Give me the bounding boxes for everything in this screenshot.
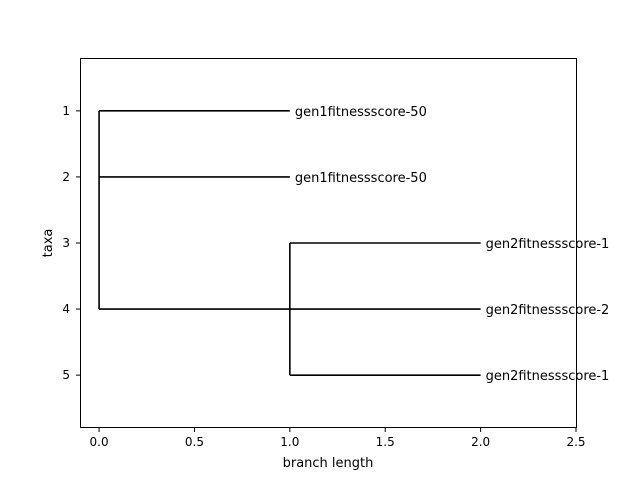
leaf-label-4: gen2fitnessscore-2 bbox=[486, 303, 610, 318]
tree-edges bbox=[99, 110, 481, 376]
leaf-label-2: gen1fitnessscore-50 bbox=[295, 171, 427, 186]
x-tick-label-0: 0.0 bbox=[90, 435, 109, 449]
x-axis-label: branch length bbox=[283, 456, 374, 471]
y-axis-label: taxa bbox=[41, 229, 56, 258]
x-tick-label-1: 0.5 bbox=[185, 435, 204, 449]
x-tick-label-4: 2.0 bbox=[471, 435, 490, 449]
leaf-label-5: gen2fitnessscore-1 bbox=[486, 369, 610, 384]
plot-frame bbox=[80, 58, 577, 428]
y-axis-ticks: 1 2 3 4 5 bbox=[62, 104, 80, 382]
y-tick-label-2: 3 bbox=[62, 236, 70, 250]
leaf-labels: gen1fitnessscore-50 gen1fitnessscore-50 ge… bbox=[295, 105, 610, 384]
y-tick-label-4: 5 bbox=[62, 368, 70, 382]
tree-clade-connectors bbox=[98, 110, 291, 376]
y-tick-label-1: 2 bbox=[62, 170, 70, 184]
leaf-label-1: gen1fitnessscore-50 bbox=[295, 105, 427, 120]
leaf-label-3: gen2fitnessscore-1 bbox=[486, 237, 610, 252]
y-tick-label-3: 4 bbox=[62, 302, 70, 316]
y-tick-label-0: 1 bbox=[62, 104, 70, 118]
x-tick-label-2: 1.0 bbox=[280, 435, 299, 449]
x-tick-label-5: 2.5 bbox=[566, 435, 585, 449]
x-tick-label-3: 1.5 bbox=[376, 435, 395, 449]
x-axis-ticks: 0.0 0.5 1.0 1.5 2.0 2.5 bbox=[90, 428, 586, 449]
